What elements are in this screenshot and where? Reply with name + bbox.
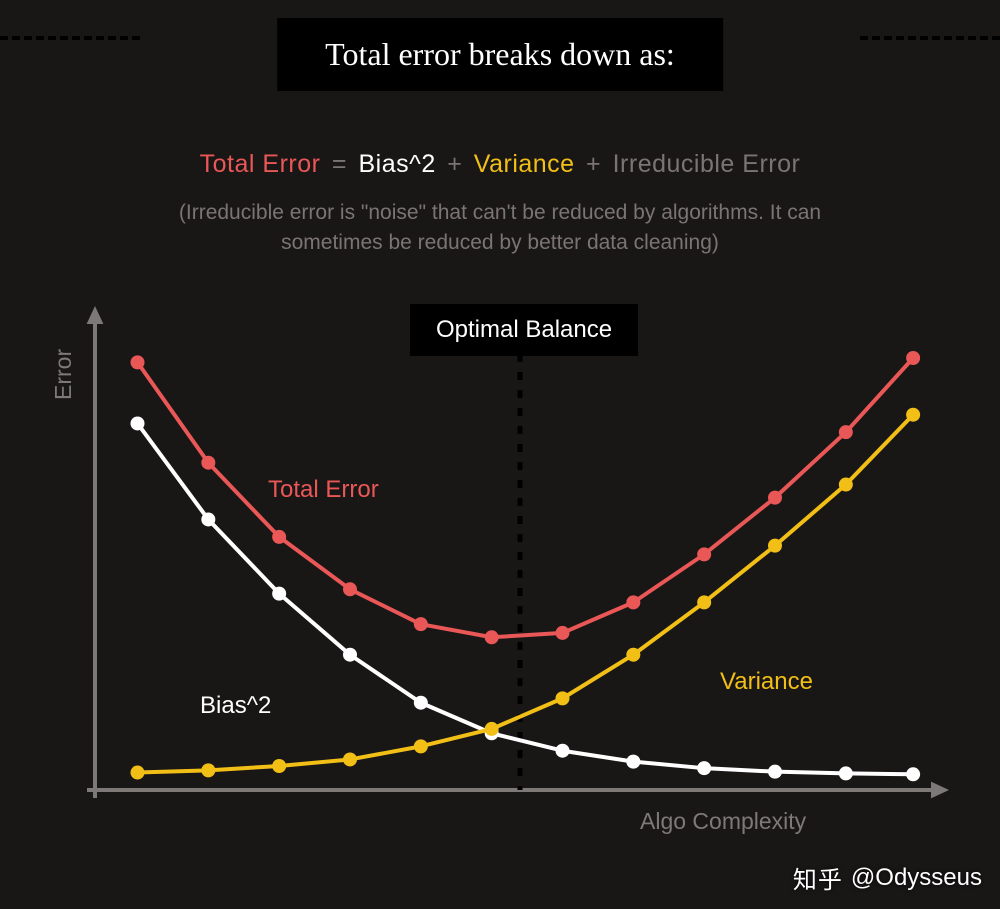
equation-plus-2: +	[586, 150, 601, 178]
watermark-brand: 知乎	[793, 860, 843, 895]
equation-bias2: Bias^2	[358, 150, 435, 178]
page-title: Total error breaks down as:	[277, 18, 723, 91]
bias-variance-chart: Error Algo Complexity Optimal Balance To…	[40, 300, 960, 840]
equation-irreducible: Irreducible Error	[613, 150, 801, 178]
footnote: (Irreducible error is "noise" that can't…	[0, 198, 1000, 259]
title-dash-left	[0, 36, 140, 40]
title-dash-right	[860, 36, 1000, 40]
equation-variance: Variance	[474, 150, 575, 178]
series-label-bias2: Bias^2	[200, 692, 271, 720]
equation-plus-1: +	[447, 150, 462, 178]
x-axis-label: Algo Complexity	[640, 808, 806, 835]
equation-total-error: Total Error	[200, 150, 321, 178]
footnote-line-1: (Irreducible error is "noise" that can't…	[179, 201, 821, 224]
watermark: 知乎 @Odysseus	[793, 860, 982, 895]
chart-svg	[40, 300, 960, 840]
y-axis-label: Error	[50, 349, 77, 400]
error-equation: Total Error = Bias^2 + Variance + Irredu…	[0, 150, 1000, 179]
equation-equals: =	[332, 150, 347, 178]
series-label-total-error: Total Error	[268, 476, 379, 504]
optimal-balance-label: Optimal Balance	[410, 304, 638, 356]
watermark-handle: @Odysseus	[851, 864, 982, 892]
footnote-line-2: sometimes be reduced by better data clea…	[281, 231, 719, 254]
series-label-variance: Variance	[720, 668, 813, 696]
